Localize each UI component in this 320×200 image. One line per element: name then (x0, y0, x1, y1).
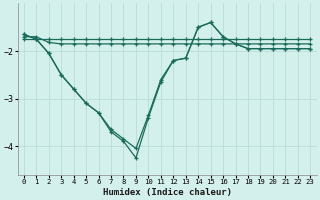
X-axis label: Humidex (Indice chaleur): Humidex (Indice chaleur) (103, 188, 232, 197)
